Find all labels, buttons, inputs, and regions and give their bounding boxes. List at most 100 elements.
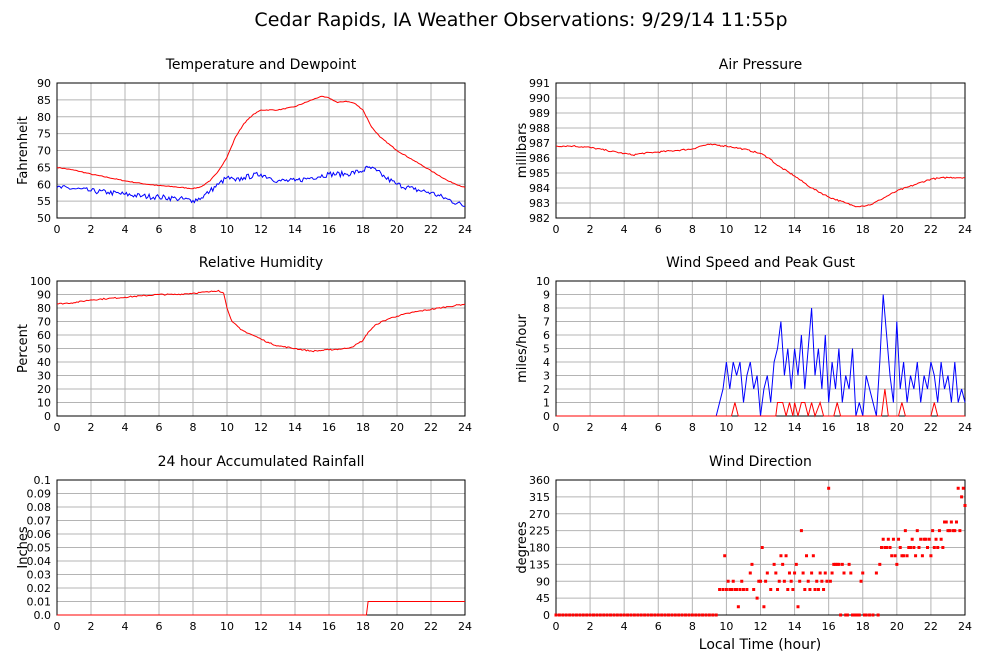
y-tick-label: 0.03 <box>27 569 52 582</box>
data-point <box>958 529 962 533</box>
x-tick-label: 16 <box>322 620 336 633</box>
data-point <box>740 579 744 583</box>
y-tick-label: 270 <box>529 508 550 521</box>
x-tick-label: 12 <box>754 223 768 236</box>
data-point <box>799 529 803 533</box>
y-tick-label: 985 <box>529 167 550 180</box>
data-point <box>806 579 810 583</box>
chart-title: Wind Direction <box>709 454 812 470</box>
data-point <box>687 613 691 617</box>
data-point <box>905 554 909 558</box>
y-tick-label: 60 <box>37 178 51 191</box>
data-point <box>856 613 860 617</box>
x-tick-label: 8 <box>190 421 197 434</box>
data-point <box>774 571 778 575</box>
y-tick-label: 70 <box>37 316 51 329</box>
y-tick-label: 0.04 <box>27 555 52 568</box>
data-point <box>622 613 626 617</box>
data-point <box>619 613 623 617</box>
series-line <box>56 95 466 190</box>
x-tick-label: 22 <box>424 620 438 633</box>
temp-chart: 0 2 4 6 8 10 12 14 16 18 20 22 24505560657075808590T… <box>16 57 472 236</box>
data-point <box>879 546 883 549</box>
y-tick-label: 20 <box>37 383 51 396</box>
data-point <box>854 613 858 617</box>
data-point <box>927 537 931 541</box>
x-tick-label: 20 <box>890 620 904 633</box>
series-line <box>556 294 966 417</box>
data-point <box>782 579 786 583</box>
y-tick-label: 9 <box>543 289 550 302</box>
data-point <box>852 613 856 617</box>
data-point <box>897 537 901 541</box>
x-tick-label: 8 <box>190 620 197 633</box>
y-tick-label: 360 <box>529 474 550 487</box>
chart-title: Temperature and Dewpoint <box>165 57 357 73</box>
data-point <box>941 546 945 549</box>
data-point <box>878 562 882 566</box>
pressure-chart: 0 2 4 6 8 10 12 14 16 18 20 22 249829839849859869879… <box>515 57 972 236</box>
x-tick-label: 12 <box>754 421 768 434</box>
y-tick-label: 85 <box>37 94 51 107</box>
data-point <box>954 520 958 524</box>
data-point <box>910 537 914 541</box>
data-point <box>598 613 602 617</box>
data-point <box>871 613 875 617</box>
x-tick-label: 14 <box>288 421 302 434</box>
data-point <box>588 613 592 617</box>
data-point <box>779 554 783 558</box>
data-point <box>677 613 681 617</box>
x-tick-label: 0 <box>553 620 560 633</box>
data-point <box>815 579 819 583</box>
data-point <box>632 613 636 617</box>
data-point <box>733 588 737 591</box>
data-point <box>859 579 863 583</box>
data-point <box>653 613 657 617</box>
chart-title: 24 hour Accumulated Rainfall <box>158 454 365 470</box>
y-tick-label: 65 <box>37 161 51 174</box>
x-tick-label: 0 <box>54 421 61 434</box>
y-tick-label: 225 <box>529 525 550 538</box>
x-tick-label: 16 <box>322 421 336 434</box>
series-line <box>57 601 465 616</box>
y-tick-label: 90 <box>37 289 51 302</box>
data-point <box>684 613 688 617</box>
x-tick-label: 22 <box>424 421 438 434</box>
data-point <box>578 613 582 617</box>
x-tick-label: 2 <box>88 421 95 434</box>
data-point <box>833 562 837 566</box>
data-point <box>787 571 791 575</box>
y-tick-label: 90 <box>536 575 550 588</box>
y-axis-label: Percent <box>16 324 31 373</box>
data-point <box>900 554 904 558</box>
data-point <box>745 588 749 591</box>
data-point <box>924 537 928 541</box>
data-point <box>849 571 853 575</box>
data-point <box>830 571 834 575</box>
x-tick-label: 6 <box>156 223 163 236</box>
x-tick-label: 8 <box>689 421 696 434</box>
data-point <box>736 605 740 609</box>
x-tick-label: 0 <box>54 223 61 236</box>
x-tick-label: 4 <box>122 223 129 236</box>
y-tick-label: 5 <box>543 343 550 356</box>
data-point <box>591 613 595 617</box>
rain-chart: 0 2 4 6 8 10 12 14 16 18 20 22 240.00.010.020.030.04… <box>16 454 472 633</box>
data-point <box>908 546 912 549</box>
data-point <box>914 554 918 558</box>
data-point <box>760 546 764 549</box>
data-point <box>803 588 807 591</box>
x-tick-label: 4 <box>122 421 129 434</box>
data-point <box>762 605 766 609</box>
data-point <box>663 613 667 617</box>
data-point <box>917 546 921 549</box>
data-point <box>810 571 814 575</box>
data-point <box>953 529 957 533</box>
data-point <box>895 562 899 566</box>
data-point <box>694 613 698 617</box>
data-point <box>561 613 565 617</box>
y-tick-label: 0.07 <box>27 515 52 528</box>
x-tick-label: 18 <box>356 620 370 633</box>
y-tick-label: 2 <box>543 383 550 396</box>
data-point <box>805 554 809 558</box>
